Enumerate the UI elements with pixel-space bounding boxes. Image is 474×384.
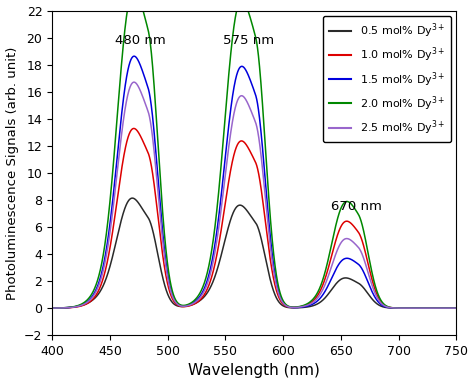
1.5 mol% Dy$^{3+}$ <box>49 306 55 310</box>
1.5 mol% Dy$^{3+}$ <box>204 278 210 283</box>
0.5 mol% Dy$^{3+}$ <box>129 196 135 200</box>
2.0 mol% Dy$^{3+}$ <box>204 270 210 275</box>
2.5 mol% Dy$^{3+}$ <box>204 281 210 286</box>
2.5 mol% Dy$^{3+}$ <box>402 306 408 310</box>
0.5 mol% Dy$^{3+}$ <box>446 306 451 310</box>
0.5 mol% Dy$^{3+}$ <box>49 306 55 310</box>
1.0 mol% Dy$^{3+}$ <box>131 126 137 131</box>
Line: 0.5 mol% Dy$^{3+}$: 0.5 mol% Dy$^{3+}$ <box>52 198 456 308</box>
0.5 mol% Dy$^{3+}$ <box>222 238 228 243</box>
2.0 mol% Dy$^{3+}$ <box>454 306 459 310</box>
2.5 mol% Dy$^{3+}$ <box>454 306 459 310</box>
2.5 mol% Dy$^{3+}$ <box>131 80 137 84</box>
2.5 mol% Dy$^{3+}$ <box>95 284 101 289</box>
2.5 mol% Dy$^{3+}$ <box>446 306 451 310</box>
1.0 mol% Dy$^{3+}$ <box>454 306 459 310</box>
2.5 mol% Dy$^{3+}$ <box>119 126 125 131</box>
1.5 mol% Dy$^{3+}$ <box>454 306 459 310</box>
0.5 mol% Dy$^{3+}$ <box>95 292 101 296</box>
0.5 mol% Dy$^{3+}$ <box>119 214 125 219</box>
1.5 mol% Dy$^{3+}$ <box>131 54 137 58</box>
2.0 mol% Dy$^{3+}$ <box>49 306 55 310</box>
1.5 mol% Dy$^{3+}$ <box>446 306 451 310</box>
0.5 mol% Dy$^{3+}$ <box>204 290 210 295</box>
Line: 2.0 mol% Dy$^{3+}$: 2.0 mol% Dy$^{3+}$ <box>52 0 456 308</box>
0.5 mol% Dy$^{3+}$ <box>402 306 408 310</box>
2.0 mol% Dy$^{3+}$ <box>119 53 125 58</box>
1.0 mol% Dy$^{3+}$ <box>49 306 55 310</box>
1.0 mol% Dy$^{3+}$ <box>446 306 451 310</box>
Text: 480 nm: 480 nm <box>115 34 165 47</box>
1.0 mol% Dy$^{3+}$ <box>222 204 228 208</box>
2.5 mol% Dy$^{3+}$ <box>49 306 55 310</box>
2.0 mol% Dy$^{3+}$ <box>95 275 101 280</box>
1.0 mol% Dy$^{3+}$ <box>95 289 101 293</box>
1.0 mol% Dy$^{3+}$ <box>204 286 210 291</box>
2.0 mol% Dy$^{3+}$ <box>222 118 228 123</box>
Line: 1.0 mol% Dy$^{3+}$: 1.0 mol% Dy$^{3+}$ <box>52 129 456 308</box>
0.5 mol% Dy$^{3+}$ <box>454 306 459 310</box>
2.0 mol% Dy$^{3+}$ <box>446 306 451 310</box>
X-axis label: Wavelength (nm): Wavelength (nm) <box>188 363 320 379</box>
2.0 mol% Dy$^{3+}$ <box>402 306 408 310</box>
2.5 mol% Dy$^{3+}$ <box>222 176 228 181</box>
1.5 mol% Dy$^{3+}$ <box>222 159 228 164</box>
Text: 575 nm: 575 nm <box>223 34 274 47</box>
1.0 mol% Dy$^{3+}$ <box>402 306 408 310</box>
Line: 1.5 mol% Dy$^{3+}$: 1.5 mol% Dy$^{3+}$ <box>52 56 456 308</box>
Text: 670 nm: 670 nm <box>330 200 382 214</box>
Line: 2.5 mol% Dy$^{3+}$: 2.5 mol% Dy$^{3+}$ <box>52 82 456 308</box>
1.5 mol% Dy$^{3+}$ <box>95 282 101 286</box>
1.5 mol% Dy$^{3+}$ <box>119 106 125 111</box>
Legend: 0.5 mol% Dy$^{3+}$, 1.0 mol% Dy$^{3+}$, 1.5 mol% Dy$^{3+}$, 2.0 mol% Dy$^{3+}$, : 0.5 mol% Dy$^{3+}$, 1.0 mol% Dy$^{3+}$, … <box>323 16 451 142</box>
Y-axis label: Photoluminescence Signals (arb. unit): Photoluminescence Signals (arb. unit) <box>6 46 18 300</box>
1.0 mol% Dy$^{3+}$ <box>119 162 125 167</box>
1.5 mol% Dy$^{3+}$ <box>402 306 408 310</box>
